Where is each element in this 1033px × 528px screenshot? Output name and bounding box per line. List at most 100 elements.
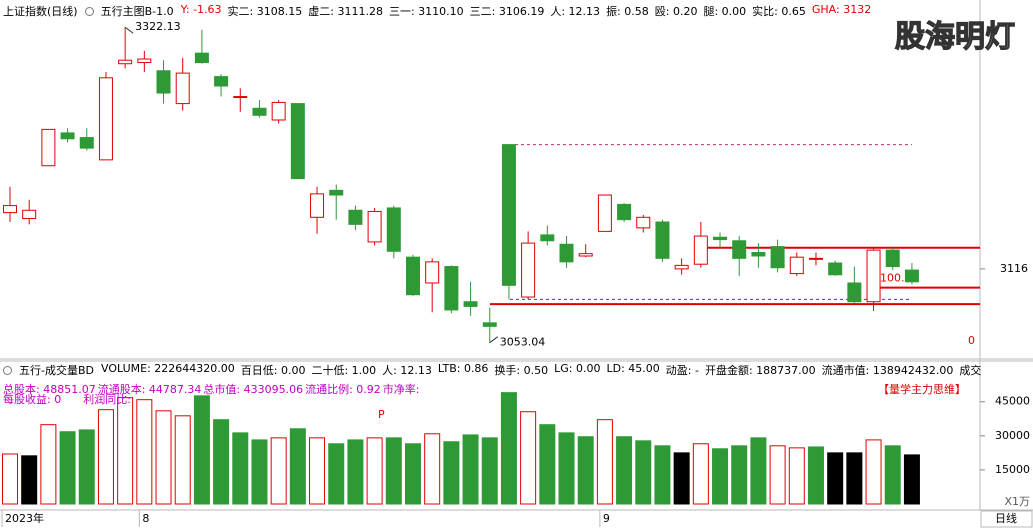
header-item: 实二: 3108.15 <box>227 5 303 18</box>
candle-body <box>348 209 363 225</box>
candle-body <box>674 264 689 270</box>
candle-body <box>79 137 94 149</box>
marker: P <box>378 408 385 421</box>
volume-bar <box>884 445 901 505</box>
candle-body <box>559 243 574 263</box>
header-item: 殴: 0.20 <box>654 5 698 18</box>
candle-body <box>137 58 152 64</box>
candle-body <box>22 209 37 219</box>
candle-body <box>214 76 229 87</box>
candle-body <box>501 144 516 286</box>
volume-bar <box>347 439 364 505</box>
volume-bar <box>404 443 421 505</box>
candle-body <box>578 253 593 257</box>
volume-bar <box>366 437 383 505</box>
watermark: 股海明灯 <box>895 20 1015 55</box>
volume-item: 开盘金额: 188737.00 <box>704 364 816 377</box>
candle-body <box>329 189 344 196</box>
volume-bar <box>788 447 805 505</box>
volume-bar <box>807 446 824 505</box>
volume-bar <box>136 399 153 505</box>
candle-body <box>808 257 823 260</box>
candle-body <box>866 249 881 303</box>
volume-bar <box>21 455 38 505</box>
info-item: 市净率: <box>382 383 420 396</box>
period-label[interactable]: 日线 <box>995 511 1017 525</box>
header-item: 虚二: 3111.28 <box>308 5 383 18</box>
candle-body <box>41 128 56 167</box>
volume-item: LG: 0.00 <box>554 362 601 375</box>
volume-item: LD: 45.00 <box>606 362 660 375</box>
min-label: 3053.04 <box>500 336 546 349</box>
volume-bar <box>750 437 767 505</box>
candle-body <box>904 269 919 283</box>
volume-item: 成交 <box>959 364 982 377</box>
volume-header-row: 五行-成交量BD VOLUME: 222644320.00 百日低: 0.00 二十… <box>3 362 981 378</box>
candle-body <box>194 52 209 64</box>
header-item: 三一: 3110.10 <box>388 5 464 18</box>
candle-body <box>367 210 382 243</box>
volume-bar <box>712 448 729 505</box>
x-tick-label: 8 <box>142 512 149 525</box>
volume-bar <box>232 432 249 505</box>
max-pointer <box>124 26 134 34</box>
volume-item: 动盈: - <box>665 364 699 377</box>
volume-bar <box>328 443 345 505</box>
volume-bar <box>78 429 95 505</box>
volume-bar <box>251 439 268 505</box>
volume-bar <box>539 424 556 505</box>
candle-body <box>252 107 267 116</box>
volume-bar <box>500 392 517 505</box>
volume-indicator[interactable]: 五行-成交量BD <box>19 364 94 377</box>
volume-bar <box>903 454 920 505</box>
candle-body <box>482 322 497 327</box>
header-indicator[interactable]: 五行主图B-1.0 <box>100 5 174 18</box>
indicator-icon[interactable] <box>84 6 94 16</box>
header-row: 上证指数(日线) 五行主图B-1.0 Y: -1.63 实二: 3108.15 虚二… <box>3 3 871 19</box>
y-tick-label: 30000 <box>995 429 1030 442</box>
info-item: 总市值: 433095.06 <box>203 383 304 396</box>
volume-bar <box>846 452 863 505</box>
header-title[interactable]: 上证指数(日线) <box>3 5 78 18</box>
candle-body <box>444 266 459 311</box>
candle-body <box>789 256 804 275</box>
header-items: Y: -1.63 实二: 3108.15 虚二: 3111.28 三一: 3110.1… <box>181 3 872 19</box>
candle-body <box>713 236 728 241</box>
candle-body <box>597 194 612 232</box>
candle-body <box>405 256 420 296</box>
period-box <box>980 510 1033 528</box>
volume-bar <box>673 452 690 505</box>
volume-bar <box>59 431 76 505</box>
header-item: 腿: 0.00 <box>703 5 747 18</box>
volume-bar <box>174 415 191 505</box>
indicator-icon[interactable] <box>3 365 12 375</box>
candle-body <box>885 249 900 268</box>
volume-bar <box>309 437 326 505</box>
volume-bar <box>577 436 594 505</box>
volume-bar <box>769 445 786 505</box>
candle-body <box>310 193 325 218</box>
volume-item: LTB: 0.86 <box>437 362 489 375</box>
candle-body <box>828 262 843 276</box>
candle-body <box>521 242 536 298</box>
volume-bar <box>481 437 498 505</box>
candle-body <box>847 282 862 303</box>
candle-body <box>425 261 440 284</box>
volume-bar <box>97 409 114 505</box>
candle-body <box>540 234 555 242</box>
candle-body <box>60 132 75 140</box>
volume-bar <box>443 441 460 505</box>
info-item: 每股收益: 0 <box>3 393 62 406</box>
y-tick-label: 15000 <box>995 463 1030 476</box>
volume-bar <box>117 397 134 505</box>
candle-body <box>770 246 785 269</box>
info-item: 利润同比: <box>83 393 131 406</box>
header-item: 人: 12.13 <box>550 5 601 18</box>
price-note: 0 <box>968 334 975 347</box>
volume-item: 人: 12.13 <box>382 364 432 377</box>
candle-body <box>386 207 401 252</box>
y-tick-label: 45000 <box>995 395 1030 408</box>
volume-bar <box>155 410 172 505</box>
volume-bar <box>692 443 709 505</box>
